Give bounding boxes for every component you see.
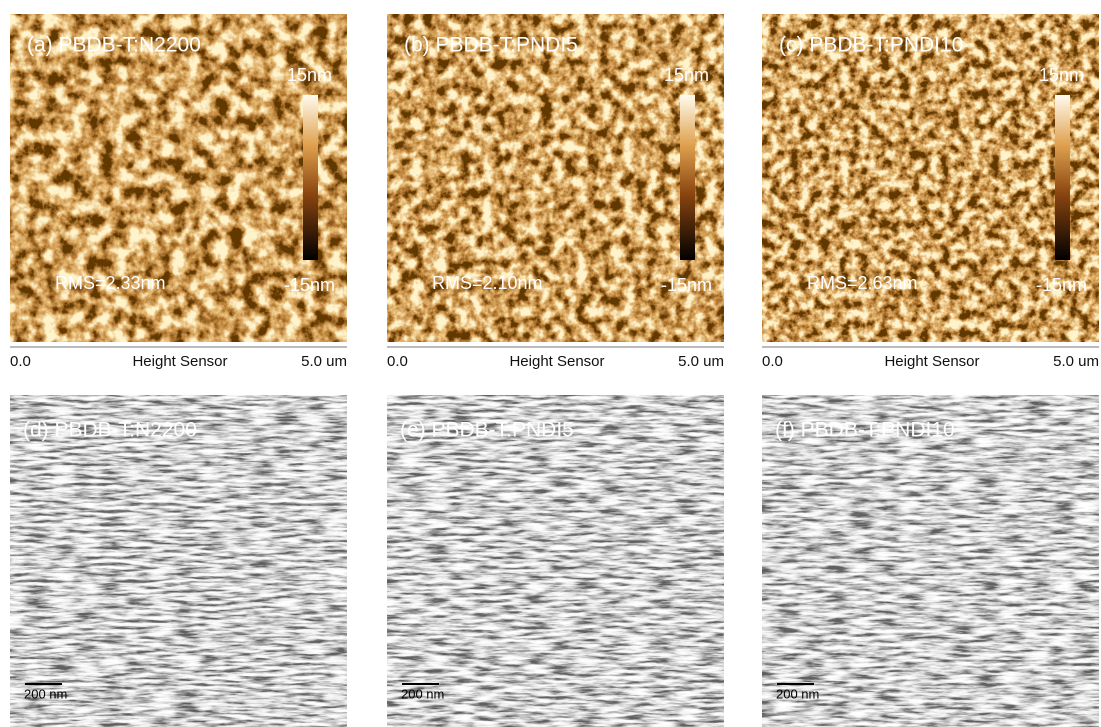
tem-image bbox=[10, 395, 347, 727]
panel-label: (c) PBDB-T:PNDI10 bbox=[779, 34, 963, 57]
scale-max: 15nm bbox=[1039, 65, 1084, 85]
scale-max: 15nm bbox=[287, 65, 332, 85]
axis-title: Height Sensor bbox=[884, 353, 979, 370]
panel-label: (a) PBDB-T:N2200 bbox=[27, 34, 201, 57]
axis-start: 0.0 bbox=[387, 353, 408, 370]
figure: (a) PBDB-T:N2200 15nm -15nm RMS=2.33nm 0.0 He… bbox=[0, 0, 1101, 727]
axis-title: Height Sensor bbox=[509, 353, 604, 370]
rms: RMS=2.33nm bbox=[55, 273, 166, 293]
scale-bar-label: 200 nm bbox=[776, 686, 819, 701]
axis-title: Height Sensor bbox=[132, 353, 227, 370]
rms: RMS=2.63nm bbox=[807, 273, 918, 293]
scale-min: -15nm bbox=[284, 275, 335, 295]
color-bar bbox=[680, 95, 695, 260]
scale-min: -15nm bbox=[661, 275, 712, 295]
panel-label: (f) PBDB-T:PNDI10 bbox=[775, 419, 955, 442]
panel-label: (b) PBDB-T:PNDI5 bbox=[404, 34, 578, 57]
axis-end: 5.0 um bbox=[678, 353, 724, 370]
axis-start: 0.0 bbox=[762, 353, 783, 370]
scale-max: 15nm bbox=[664, 65, 709, 85]
scale-min: -15nm bbox=[1036, 275, 1087, 295]
panel-label: (e) PBDB-T:PNDI5 bbox=[400, 419, 574, 442]
panel-label: (d) PBDB-T:N2200 bbox=[23, 419, 197, 442]
color-bar bbox=[1055, 95, 1070, 260]
axis-end: 5.0 um bbox=[1053, 353, 1099, 370]
axis-start: 0.0 bbox=[10, 353, 31, 370]
rms: RMS=2.10nm bbox=[432, 273, 543, 293]
scale-bar-label: 200 nm bbox=[24, 686, 67, 701]
color-bar bbox=[303, 95, 318, 260]
tem-image bbox=[762, 395, 1099, 727]
scale-bar-label: 200 nm bbox=[401, 686, 444, 701]
axis-end: 5.0 um bbox=[301, 353, 347, 370]
tem-image bbox=[387, 395, 724, 727]
